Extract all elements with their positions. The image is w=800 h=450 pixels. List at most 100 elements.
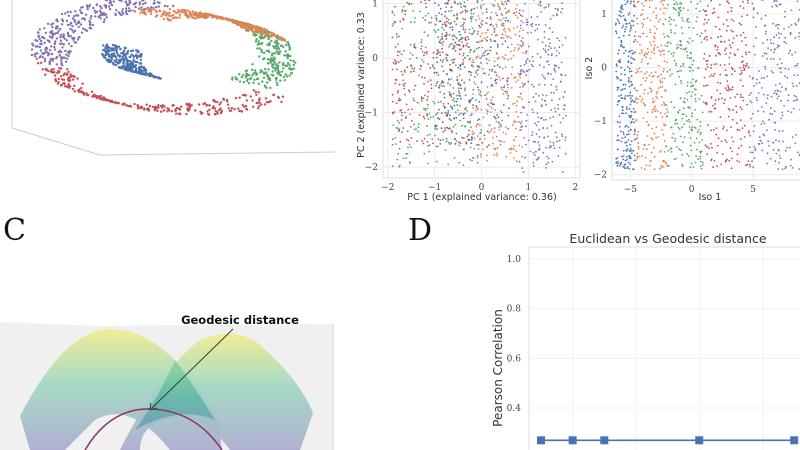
data-point: [420, 65, 423, 68]
data-point: [633, 121, 636, 124]
data-point: [564, 152, 567, 155]
data-point: [563, 104, 566, 107]
data-point: [294, 61, 297, 64]
data-point: [406, 66, 409, 69]
data-point: [549, 141, 552, 143]
x-tick-label: −5: [624, 185, 638, 195]
data-point: [442, 131, 445, 133]
data-point: [452, 99, 454, 101]
data-point: [454, 49, 457, 52]
data-point: [760, 106, 763, 108]
data-point: [60, 42, 64, 45]
data-point: [57, 77, 60, 81]
data-point: [99, 17, 102, 20]
data-point: [673, 32, 676, 34]
data-point: [655, 136, 657, 139]
data-point: [57, 29, 60, 33]
data-point: [719, 3, 721, 6]
data-point: [124, 0, 127, 4]
data-point: [506, 79, 508, 82]
data-point: [498, 129, 501, 131]
data-point: [262, 71, 265, 74]
data-point: [108, 7, 112, 11]
data-point: [445, 25, 447, 27]
data-point: [490, 130, 492, 133]
data-point: [554, 107, 556, 110]
data-point: [480, 62, 482, 64]
data-point: [506, 83, 509, 86]
data-point: [81, 82, 84, 85]
data-point: [648, 164, 651, 167]
data-point: [394, 46, 397, 48]
data-point: [276, 66, 280, 69]
data-point: [723, 64, 726, 66]
data-point: [408, 162, 411, 165]
data-point: [392, 61, 395, 64]
data-point: [428, 0, 430, 1]
data-point: [472, 51, 475, 53]
data-point: [257, 82, 261, 86]
data-point: [629, 147, 632, 150]
data-point: [442, 103, 445, 105]
pca-ticks: −2 −1 0 1 210−1−2: [365, 0, 578, 193]
data-point: [486, 130, 489, 133]
data-point: [738, 129, 741, 132]
data-point: [776, 0, 778, 2]
data-point: [447, 102, 450, 105]
data-point: [481, 55, 484, 57]
data-point: [772, 22, 774, 25]
data-point: [617, 86, 619, 89]
data-point: [437, 101, 440, 104]
data-point: [486, 62, 488, 65]
data-point: [698, 129, 700, 131]
data-point: [632, 150, 635, 152]
data-point: [518, 35, 521, 37]
data-point: [251, 68, 254, 72]
data-point: [405, 117, 407, 119]
data-point: [536, 28, 539, 30]
data-point: [620, 11, 623, 14]
data-point: [766, 94, 769, 97]
data-point: [514, 76, 517, 79]
data-point: [470, 20, 472, 23]
data-point: [141, 0, 145, 1]
data-point: [120, 52, 123, 55]
data-point: [137, 54, 141, 58]
data-point: [736, 128, 739, 131]
data-point: [720, 163, 723, 166]
data-point: [787, 110, 790, 113]
data-point: [251, 30, 255, 33]
data-point: [550, 109, 552, 111]
data-point: [514, 33, 517, 36]
data-point: [272, 45, 275, 48]
data-point: [428, 113, 431, 115]
data-point: [544, 49, 547, 52]
data-point: [417, 130, 420, 133]
data-point: [666, 111, 669, 113]
data-point: [528, 101, 531, 104]
data-point: [466, 10, 469, 13]
data-point: [743, 69, 745, 72]
data-point: [80, 86, 83, 90]
data-point: [543, 36, 546, 39]
data-point: [447, 21, 450, 24]
data-point: [499, 109, 502, 112]
data-point: [543, 99, 546, 102]
data-point: [211, 15, 214, 18]
data-point: [94, 11, 97, 14]
data-point: [422, 115, 425, 118]
data-point: [60, 59, 63, 62]
data-point: [262, 76, 266, 79]
data-point: [501, 3, 504, 5]
data-point: [36, 45, 39, 48]
data-point: [491, 96, 494, 98]
data-point: [561, 2, 563, 4]
data-point: [194, 17, 198, 20]
data-point: [461, 124, 463, 127]
data-point: [783, 105, 785, 107]
data-point: [746, 163, 749, 166]
data-point: [640, 100, 643, 103]
data-point: [724, 98, 726, 101]
data-point: [188, 10, 192, 14]
data-point: [653, 49, 655, 52]
